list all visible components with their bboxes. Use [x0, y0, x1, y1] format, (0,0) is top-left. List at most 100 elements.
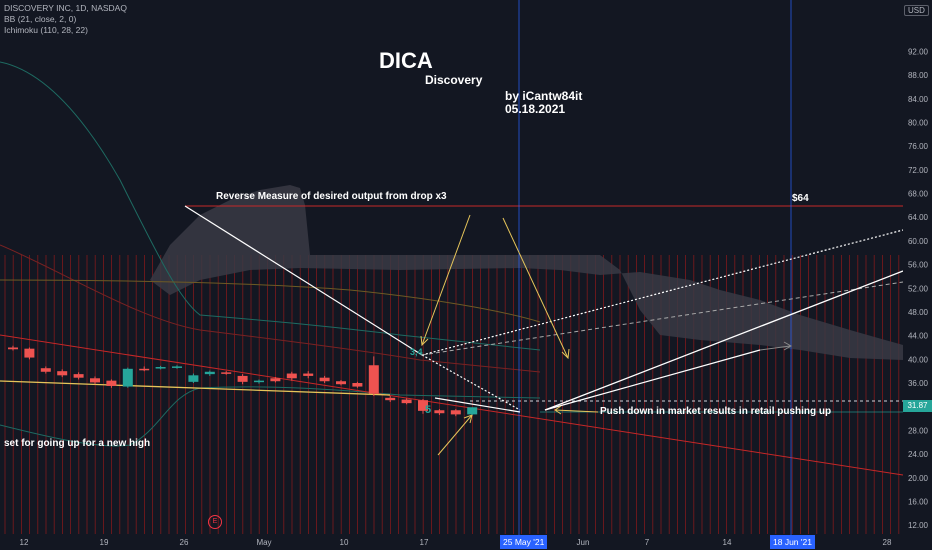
arrow-head-up-from-5 — [463, 414, 473, 424]
ichimoku-cloud — [150, 185, 903, 360]
price-tick-label: 80.00 — [908, 118, 929, 127]
arrow-head-down-left — [420, 335, 429, 347]
price-tick-label: 48.00 — [908, 308, 929, 317]
candle-body — [139, 368, 150, 371]
candle-body — [188, 375, 199, 382]
current-price-tag: 31.87 — [903, 400, 932, 412]
price-tick-label: 68.00 — [908, 190, 929, 199]
candle-body — [254, 380, 264, 383]
time-tick-label: 14 — [723, 538, 732, 547]
indicator-layer — [0, 0, 904, 535]
candle-body — [40, 368, 51, 372]
push-down-note: Push down in market results in retail pu… — [600, 406, 832, 417]
price-tick-label: 92.00 — [908, 47, 929, 56]
bb-upper-line — [0, 61, 541, 351]
time-tick-label: Jun — [577, 538, 590, 547]
price-tick-label: 20.00 — [908, 474, 929, 483]
candle-body — [368, 365, 379, 394]
legend-ichimoku: Ichimoku (110, 28, 22) — [4, 25, 88, 35]
time-tick-label: 12 — [20, 538, 29, 547]
time-tick-label: May — [256, 538, 271, 547]
candle-body — [106, 380, 117, 386]
wave-3-4-label: 3,4 — [410, 347, 423, 357]
candle-body — [401, 399, 412, 404]
candle-body — [385, 397, 396, 401]
candle-body — [204, 371, 215, 375]
time-tick-label: 26 — [180, 538, 189, 547]
price-tick-label: 16.00 — [908, 497, 929, 506]
time-tick-label: 17 — [420, 538, 429, 547]
target-label: $64 — [792, 193, 809, 204]
author-name: by iCantw84it — [505, 89, 583, 103]
price-tick-label: 72.00 — [908, 166, 929, 175]
candle-body — [450, 410, 461, 415]
price-tick-label: 36.00 — [908, 379, 929, 388]
currency-badge[interactable]: USD — [904, 5, 929, 16]
candle-body — [286, 373, 297, 379]
candle-body — [434, 410, 445, 414]
path-to-5-line — [434, 397, 521, 413]
time-axis-background — [0, 535, 903, 550]
candle-body — [270, 378, 281, 382]
price-tick-label: 84.00 — [908, 95, 929, 104]
price-axis: 92.00 88.00 84.00 80.00 76.00 72.00 68.00 64.00… — [903, 0, 932, 550]
candles-layer — [8, 345, 478, 417]
candle-body — [352, 383, 363, 387]
price-tick-label: 56.00 — [908, 261, 929, 270]
arrow-down-right — [502, 217, 569, 359]
price-tick-label: 40.00 — [908, 355, 929, 364]
bb-basis-line — [0, 244, 541, 373]
time-axis: 12 19 26 May 10 17 Jun 7 14 28 — [0, 535, 903, 550]
candle-body — [122, 368, 133, 387]
chart-subtitle: Discovery — [425, 73, 483, 87]
candle-body — [57, 371, 68, 376]
projection-arrow — [759, 341, 793, 351]
price-tick-label: 28.00 — [908, 426, 929, 435]
time-tick-label: 7 — [645, 538, 650, 547]
price-tick-label: 52.00 — [908, 284, 929, 293]
legend-symbol: DISCOVERY INC, 1D, NASDAQ — [4, 3, 127, 13]
recovery-line — [544, 270, 904, 411]
price-tick-label: 64.00 — [908, 213, 929, 222]
price-axis-background — [903, 0, 932, 550]
date-tag-2: 18 Jun '21 — [770, 535, 815, 549]
price-tick-label: 24.00 — [908, 450, 929, 459]
candle-body — [319, 377, 330, 382]
price-tick-label: 88.00 — [908, 71, 929, 80]
wave-5-label: 5 — [425, 404, 432, 416]
candle-body — [467, 407, 478, 415]
legend-bb: BB (21, close, 2, 0) — [4, 14, 77, 24]
support-trendline — [0, 334, 904, 476]
candle-body — [90, 378, 100, 383]
candle-body — [73, 374, 84, 378]
price-tick-label: 76.00 — [908, 142, 929, 151]
candle-body — [336, 381, 346, 385]
ichimoku-base-line — [0, 279, 541, 323]
candle-body — [418, 400, 428, 411]
candle-body — [303, 373, 314, 376]
bb-lower-line — [0, 386, 541, 447]
candle-body — [237, 375, 248, 382]
yellow-baseline — [0, 380, 391, 396]
candle-body — [221, 372, 232, 374]
arrow-up-from-5 — [437, 414, 473, 456]
candle-body — [155, 367, 166, 369]
time-tick-label: 10 — [340, 538, 349, 547]
price-tick-label: 44.00 — [908, 332, 929, 341]
measure-line-drop — [184, 205, 423, 356]
author-block: by iCantw84it 05.18.2021 — [505, 90, 582, 116]
candle-body — [24, 348, 35, 358]
set-for-note: set for going up for a new high — [4, 438, 151, 449]
price-tick-label: 12.00 — [908, 521, 929, 530]
reverse-measure-note: Reverse Measure of desired output from d… — [216, 191, 447, 202]
dotted-projection-line — [421, 229, 904, 356]
arrow-head-down-right — [561, 348, 570, 360]
chart-title: DICA — [379, 48, 433, 73]
time-tick-label: 28 — [883, 538, 892, 547]
arrow-down-left — [421, 214, 471, 346]
earnings-icon[interactable]: E — [208, 515, 222, 529]
dotted-drop-line — [421, 354, 521, 411]
price-tick-label: 60.00 — [908, 237, 929, 246]
vertical-red-gridlines — [4, 255, 900, 534]
